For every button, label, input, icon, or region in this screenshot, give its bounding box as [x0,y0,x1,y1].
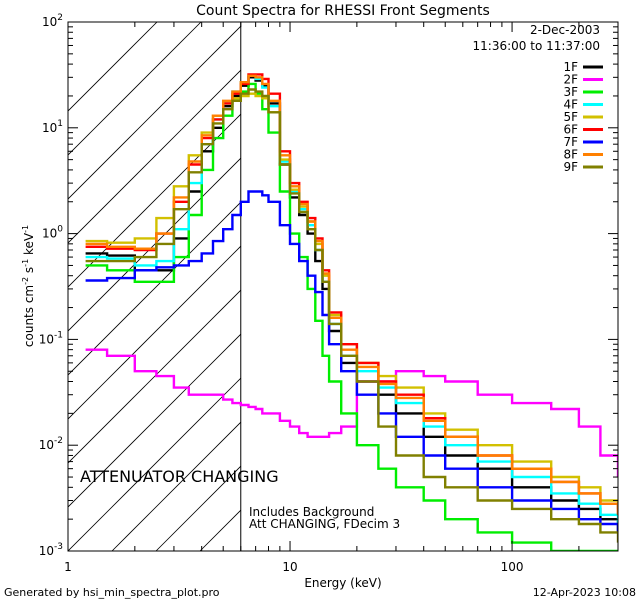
hatch-line [68,22,202,156]
series-line-6f [85,73,618,515]
y-tick-label: 100 [42,225,63,241]
hatch-line [68,113,241,288]
series-line-7f [85,190,618,533]
background-note: Includes Background [249,505,374,519]
legend-label: 4F [563,98,578,112]
x-axis-label: Energy (keV) [304,576,381,590]
hatch-line [68,69,241,244]
y-tick-label: 10-1 [39,330,63,346]
footer-timestamp: 12-Apr-2023 10:08 [533,586,636,599]
hatch-line [111,421,241,551]
y-tick-label: 102 [42,13,63,29]
legend-label: 6F [563,123,578,137]
plot-frame [67,21,619,552]
hatch-line [68,333,241,508]
attenuator-note: Att CHANGING, FDecim 3 [249,517,400,531]
hatch-line [68,245,241,420]
series-line-5f [85,92,618,509]
hatch-line [68,22,158,112]
legend-label: 7F [563,135,578,149]
legend-label: 2F [563,73,578,87]
attenuator-changing-label: ATTENUATOR CHANGING [80,467,279,486]
legend-label: 8F [563,148,578,162]
x-tick-label: 100 [501,560,524,574]
y-axis-ticks: 10-3 10-2 10-1 100 101 102 [39,13,618,558]
legend-label: 5F [563,110,578,124]
observation-date: 2-Dec-2003 [530,23,600,37]
series-line-8f [85,74,618,515]
hatch-line [68,377,241,551]
hatch-line [244,0,640,551]
series-line-4f [85,74,618,524]
legend-label: 3F [563,85,578,99]
legend-label: 9F [563,160,578,174]
x-axis-ticks: 1 10 100 [64,22,619,574]
x-tick-label: 1 [64,560,72,574]
y-tick-label: 10-3 [39,542,63,558]
chart-title: Count Spectra for RHESSI Front Segments [196,3,490,19]
series-lines [85,73,618,551]
y-tick-label: 10-2 [39,436,63,452]
series-line-2f [85,348,618,477]
series-line-9f [85,88,618,543]
observation-time-range: 11:36:00 to 11:37:00 [473,39,600,53]
footer-generated-by: Generated by hsi_min_spectra_plot.pro [4,586,220,599]
hatch-line [68,25,241,200]
x-tick-label: 10 [282,560,297,574]
y-tick-label: 101 [42,119,63,135]
y-axis-label: counts cm-2 s-1 keV-1 [21,225,36,347]
hatch-line [68,289,241,464]
legend-label: 1F [563,60,578,74]
